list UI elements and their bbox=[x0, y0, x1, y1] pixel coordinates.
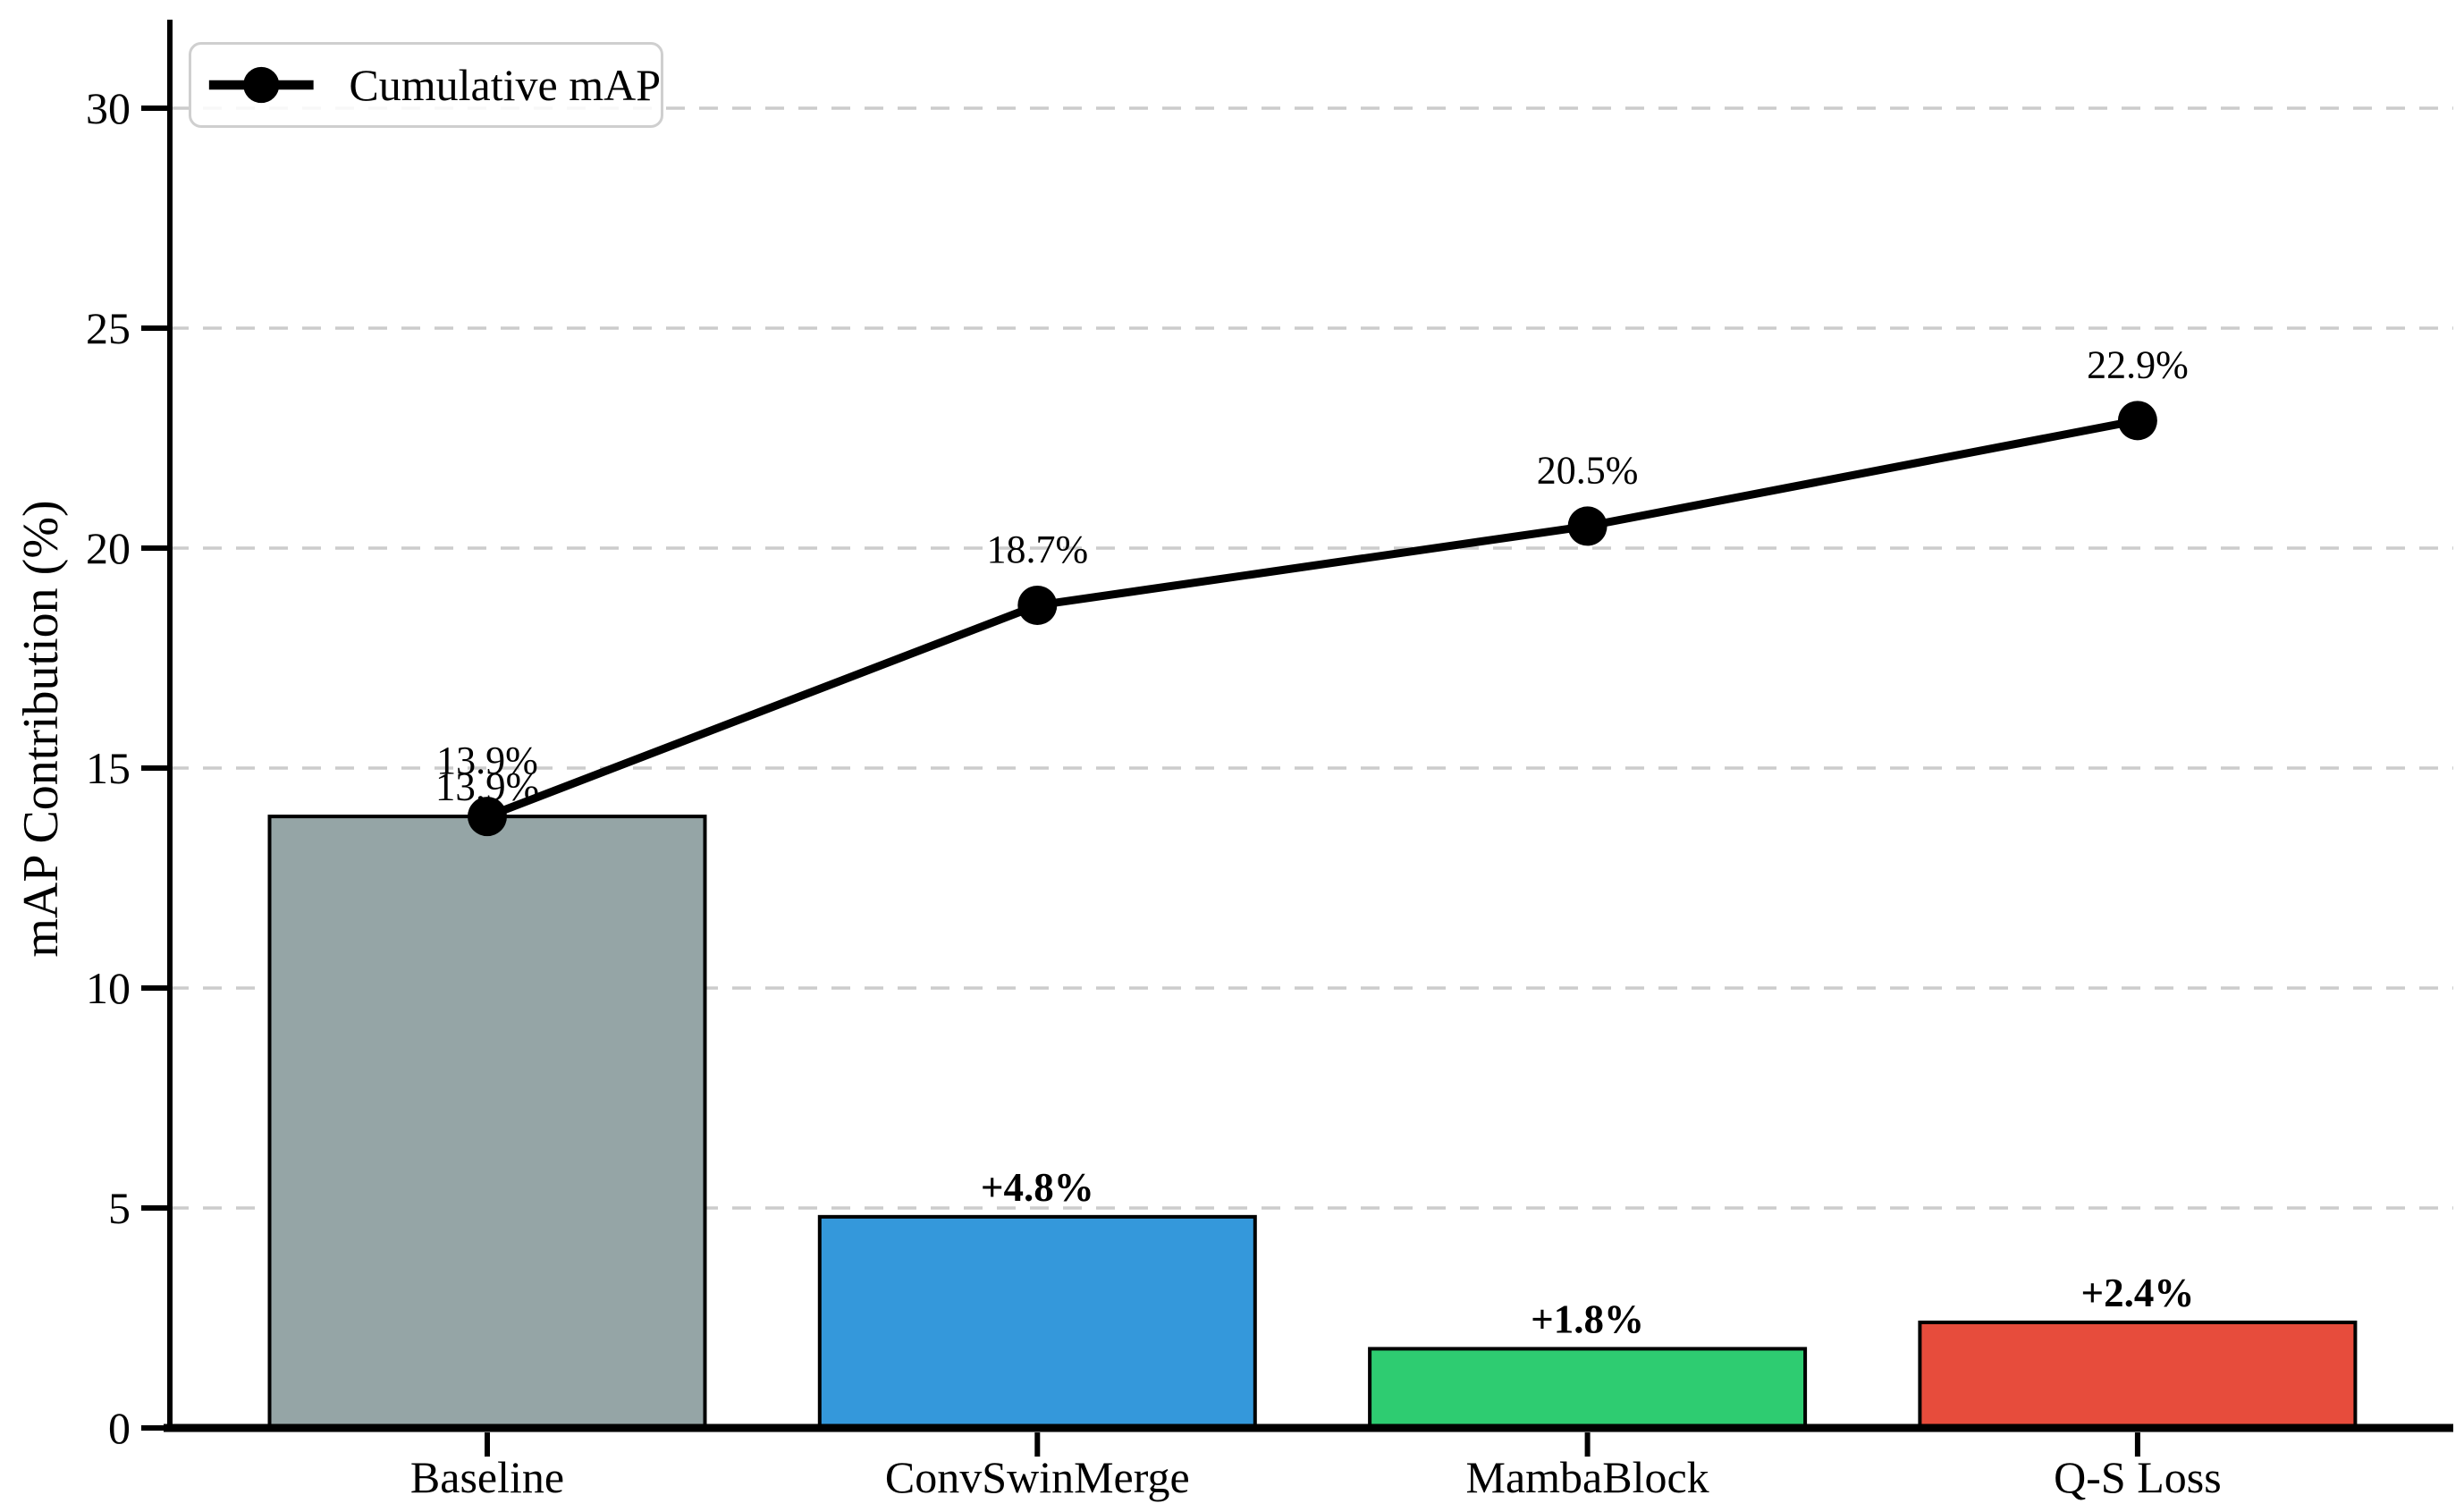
legend-entry-label: Cumulative mAP bbox=[349, 60, 661, 110]
y-tick-label-5: 5 bbox=[108, 1183, 131, 1233]
bar-mambablock bbox=[1368, 1347, 1808, 1430]
y-tick-label-25: 25 bbox=[86, 303, 131, 353]
y-tick-label-20: 20 bbox=[86, 523, 131, 573]
y-tick-label-0: 0 bbox=[108, 1403, 131, 1453]
line-marker-convswinmerge bbox=[1017, 585, 1058, 625]
cumulative-map-line bbox=[485, 416, 2139, 821]
y-tick-label-30: 30 bbox=[86, 83, 131, 133]
bar-label-q-s-loss: +2.4% bbox=[2080, 1271, 2194, 1315]
category-label-q-s-loss: Q-S Loss bbox=[2054, 1452, 2222, 1502]
bar-label-convswinmerge: +4.8% bbox=[981, 1165, 1094, 1210]
category-label-convswinmerge: ConvSwinMerge bbox=[885, 1452, 1190, 1502]
legend-circle-marker bbox=[243, 66, 280, 104]
line-label-mambablock: 20.5% bbox=[1537, 448, 1639, 492]
cumulative-line-legend-swatch bbox=[208, 66, 314, 104]
line-label-q-s-loss: 22.9% bbox=[2087, 342, 2189, 386]
line-marker-q-s-loss bbox=[2117, 401, 2157, 441]
line-label-convswinmerge: 18.7% bbox=[986, 528, 1088, 571]
y-tick-label-15: 15 bbox=[86, 743, 131, 793]
category-label-baseline: Baseline bbox=[410, 1452, 564, 1502]
bar-convswinmerge bbox=[817, 1214, 1257, 1430]
line-label-baseline: 13.9% bbox=[436, 739, 538, 782]
line-marker-mambablock bbox=[1567, 506, 1608, 546]
bar-baseline bbox=[267, 815, 707, 1430]
category-label-mambablock: MambaBlock bbox=[1466, 1452, 1709, 1502]
bar-q-s-loss bbox=[1918, 1320, 2358, 1431]
y-tick-label-10: 10 bbox=[86, 963, 131, 1013]
line-marker-baseline bbox=[468, 797, 507, 837]
y-axis-title: mAP Contribution (%) bbox=[13, 500, 69, 958]
legend: Cumulative mAP bbox=[189, 42, 663, 128]
bar-label-mambablock: +1.8% bbox=[1531, 1297, 1644, 1341]
